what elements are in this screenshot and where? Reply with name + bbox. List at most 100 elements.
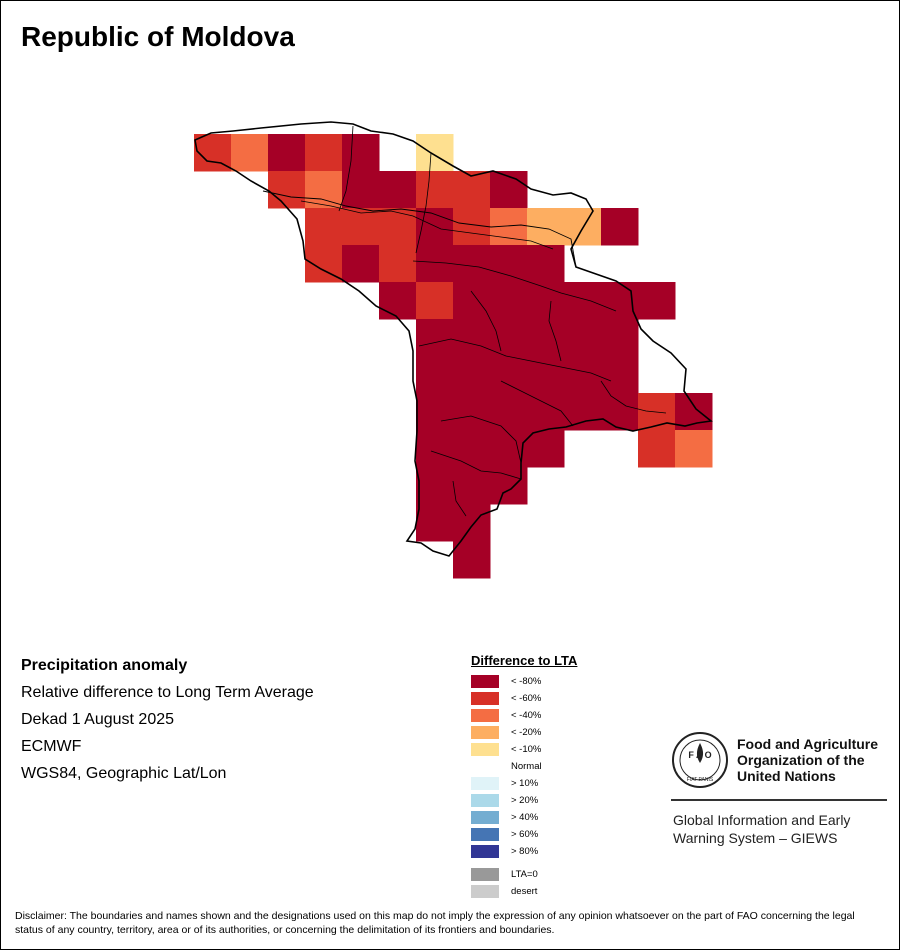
- map-title: Republic of Moldova: [21, 21, 295, 52]
- boundaries: [194, 121, 713, 557]
- grid-cell: [490, 319, 528, 357]
- grid-cell: [453, 208, 491, 246]
- svg-text:FIAT PANIS: FIAT PANIS: [687, 777, 714, 783]
- internal-boundary: [500, 380, 574, 427]
- legend-label: > 60%: [511, 829, 539, 840]
- grid-cell: [231, 134, 269, 172]
- legend-swatch: [471, 743, 499, 756]
- organization-name: Food and Agriculture Organization of the…: [737, 736, 878, 784]
- legend-item: > 40%: [471, 809, 577, 826]
- grid-cell: [564, 282, 602, 320]
- grid-cell: [342, 245, 380, 283]
- grid-cell: [564, 393, 602, 431]
- fao-logo-icon: F A O FIAT PANIS: [672, 732, 728, 788]
- legend-swatch: [471, 885, 499, 898]
- grid-cell: [379, 171, 417, 209]
- svg-text:F A O: F A O: [688, 750, 711, 760]
- org-name-line: Food and Agriculture: [737, 736, 879, 752]
- legend-swatch: [471, 828, 499, 841]
- grid-cell: [601, 393, 639, 431]
- internal-boundary: [470, 290, 502, 352]
- legend-swatch: [471, 794, 499, 807]
- info-line-variable: Relative difference to Long Term Average: [21, 684, 314, 701]
- divider: [671, 799, 887, 801]
- legend-title: Difference to LTA: [471, 653, 578, 668]
- legend-item: < -10%: [471, 741, 577, 758]
- legend-label-normal: Normal: [511, 761, 542, 772]
- legend-item: < -60%: [471, 690, 577, 707]
- internal-boundary: [412, 260, 617, 312]
- legend-swatch: [471, 692, 499, 705]
- legend-item: > 80%: [471, 843, 577, 860]
- info-heading: Precipitation anomaly: [21, 657, 188, 674]
- legend-item-lta-zero: LTA=0: [471, 866, 577, 883]
- internal-boundary: [300, 200, 554, 250]
- legend-label: < -60%: [511, 693, 542, 704]
- grid-cell: [675, 430, 713, 468]
- legend-swatch: [471, 675, 499, 688]
- legend-swatch: [471, 726, 499, 739]
- grid-cell: [564, 319, 602, 357]
- grid-cell: [453, 467, 491, 505]
- grid-cell: [601, 282, 639, 320]
- legend-item: > 10%: [471, 775, 577, 792]
- grid-cell: [453, 541, 491, 579]
- grid-cell: [342, 171, 380, 209]
- grid-cell: [453, 430, 491, 468]
- legend-item: < -40%: [471, 707, 577, 724]
- legend-item: > 20%: [471, 792, 577, 809]
- legend-label: > 10%: [511, 778, 539, 789]
- grid-cell: [416, 245, 454, 283]
- system-name-line: Warning System – GIEWS: [673, 830, 838, 846]
- grid-cell: [453, 393, 491, 431]
- legend-label: > 20%: [511, 795, 539, 806]
- grid-cell: [453, 282, 491, 320]
- grid-cell: [342, 134, 380, 172]
- grid-cell: [416, 504, 454, 542]
- grid-cell: [416, 356, 454, 394]
- legend-label: > 40%: [511, 812, 539, 823]
- grid-cell: [416, 134, 454, 172]
- system-name: Global Information and Early Warning Sys…: [673, 811, 891, 847]
- legend-item: < -20%: [471, 724, 577, 741]
- org-name-line: Organization of the: [737, 752, 865, 768]
- info-line-period: Dekad 1 August 2025: [21, 711, 175, 728]
- legend: Difference to LTA < -80% < -60% < -40% <…: [471, 653, 577, 900]
- grid-cell: [305, 134, 343, 172]
- legend-swatch: [471, 777, 499, 790]
- grid-cell: [490, 393, 528, 431]
- legend-label: < -10%: [511, 744, 542, 755]
- grid-cell: [379, 282, 417, 320]
- grid-cell: [490, 356, 528, 394]
- map-info: Precipitation anomaly Relative differenc…: [21, 657, 314, 792]
- fao-branding: F A O FIAT PANIS Food and Agriculture Or…: [671, 731, 891, 847]
- grid-cell: [453, 245, 491, 283]
- grid-cell: [416, 319, 454, 357]
- grid-cell: [416, 171, 454, 209]
- grid-cell: [268, 134, 306, 172]
- grid-cell: [342, 208, 380, 246]
- grid-cell: [305, 171, 343, 209]
- grid-cell: [379, 208, 417, 246]
- grid-cell: [490, 245, 528, 283]
- grid-cell: [453, 319, 491, 357]
- legend-item: < -80%: [471, 673, 577, 690]
- legend-label: > 80%: [511, 846, 539, 857]
- grid-cell: [453, 504, 491, 542]
- system-name-line: Global Information and Early: [673, 812, 851, 828]
- grid-cell: [453, 171, 491, 209]
- internal-boundary: [338, 125, 354, 212]
- internal-boundary: [548, 300, 562, 362]
- legend-label: LTA=0: [511, 869, 538, 880]
- grid-cell: [601, 208, 639, 246]
- grid-cell: [527, 282, 565, 320]
- internal-boundary: [415, 152, 432, 254]
- grid-cell: [416, 393, 454, 431]
- legend-swatch: [471, 845, 499, 858]
- disclaimer: Disclaimer: The boundaries and names sho…: [15, 910, 855, 936]
- grid-cell: [601, 356, 639, 394]
- legend-swatch: [471, 868, 499, 881]
- grid-cell: [490, 282, 528, 320]
- grid-cell: [379, 245, 417, 283]
- internal-boundary: [430, 450, 522, 480]
